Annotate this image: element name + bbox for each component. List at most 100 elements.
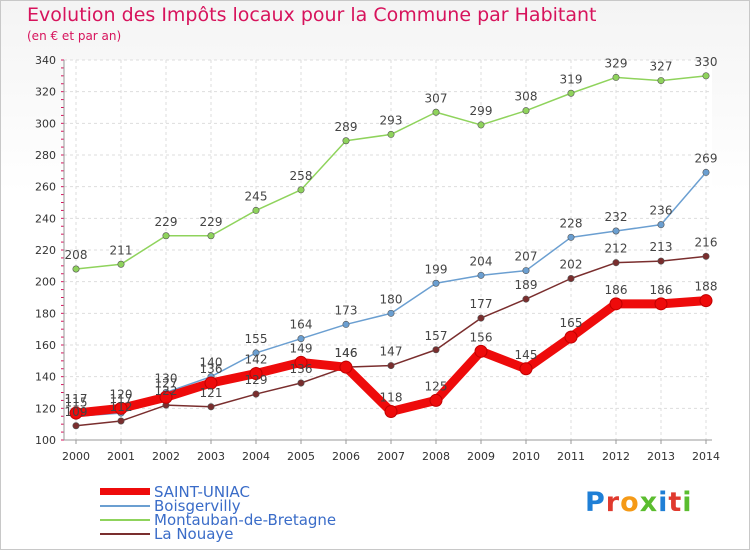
chart-subtitle: (en € et par an) [27, 29, 122, 43]
data-point-boisgervilly [297, 335, 305, 343]
brand-letter: o [620, 487, 640, 518]
data-label-montauban-de-bretagne: 258 [290, 169, 313, 183]
data-point-montauban-de-bretagne [342, 137, 350, 145]
data-point-la-nouaye [297, 379, 305, 387]
data-label-boisgervilly: 173 [335, 303, 358, 317]
data-point-montauban-de-bretagne [477, 121, 485, 129]
data-point-saint-uniac [474, 344, 488, 358]
data-label-la-nouaye: 122 [155, 384, 178, 398]
data-label-montauban-de-bretagne: 307 [425, 91, 448, 105]
data-label-la-nouaye: 136 [290, 362, 313, 376]
legend-swatch-la-nouaye [100, 533, 150, 535]
data-point-montauban-de-bretagne [432, 108, 440, 116]
data-point-montauban-de-bretagne [72, 265, 80, 273]
data-point-saint-uniac [429, 393, 443, 407]
brand-letter: i [682, 487, 693, 518]
legend-label-la-nouaye: La Nouaye [154, 525, 234, 543]
data-point-montauban-de-bretagne [522, 107, 530, 115]
data-point-saint-uniac [159, 390, 173, 404]
y-tick-label: 180 [35, 307, 56, 320]
legend-label-boisgervilly: Boisgervilly [154, 497, 241, 515]
data-label-boisgervilly: 204 [470, 254, 493, 268]
legend-item-montauban: Montauban-de-Bretagne [100, 513, 336, 528]
data-label-boisgervilly: 117 [110, 392, 133, 406]
data-point-saint-uniac [249, 367, 263, 380]
data-label-la-nouaye: 213 [650, 240, 673, 254]
x-tick-label: 2004 [242, 450, 270, 463]
data-label-la-nouaye: 129 [245, 373, 268, 387]
data-point-la-nouaye [567, 274, 575, 282]
y-tick-label: 300 [35, 117, 56, 130]
data-point-la-nouaye [72, 422, 80, 430]
y-tick-label: 140 [35, 371, 56, 384]
data-label-montauban-de-bretagne: 229 [155, 215, 178, 229]
legend: SAINT-UNIAC Boisgervilly Montauban-de-Br… [100, 485, 336, 543]
legend-item-boisgervilly: Boisgervilly [100, 497, 336, 515]
data-point-saint-uniac [654, 297, 668, 311]
data-point-la-nouaye [477, 314, 485, 322]
y-tick-label: 100 [35, 434, 56, 447]
brand-logo: Proxiti [585, 487, 693, 518]
brand-letter: r [605, 487, 621, 518]
x-tick-label: 2011 [557, 450, 585, 463]
x-tick-label: 2002 [152, 450, 180, 463]
data-point-la-nouaye [207, 403, 215, 411]
data-label-montauban-de-bretagne: 308 [515, 90, 538, 104]
data-label-montauban-de-bretagne: 211 [110, 243, 133, 257]
data-point-montauban-de-bretagne [657, 77, 665, 85]
data-point-saint-uniac [384, 405, 398, 418]
data-point-boisgervilly [252, 349, 260, 357]
data-point-boisgervilly [342, 320, 350, 328]
data-point-la-nouaye [252, 390, 260, 398]
data-point-montauban-de-bretagne [252, 206, 260, 214]
data-label-saint-uniac: 142 [245, 353, 268, 367]
brand-letter: i [658, 487, 669, 518]
data-point-montauban-de-bretagne [567, 89, 575, 97]
data-point-boisgervilly [657, 221, 665, 229]
data-label-boisgervilly: 140 [200, 356, 223, 370]
x-tick-label: 2003 [197, 450, 225, 463]
data-label-saint-uniac: 125 [425, 379, 448, 393]
data-point-saint-uniac [339, 360, 353, 374]
data-point-boisgervilly [612, 227, 620, 235]
data-label-montauban-de-bretagne: 208 [65, 248, 88, 262]
data-point-montauban-de-bretagne [387, 130, 395, 138]
data-point-la-nouaye [702, 252, 710, 260]
x-tick-label: 2014 [692, 450, 720, 463]
x-tick-label: 2001 [107, 450, 135, 463]
data-label-la-nouaye: 157 [425, 329, 448, 343]
data-point-boisgervilly [387, 309, 395, 317]
data-point-la-nouaye [432, 346, 440, 354]
data-point-la-nouaye [387, 362, 395, 370]
data-label-saint-uniac: 118 [380, 391, 403, 405]
data-point-montauban-de-bretagne [612, 73, 620, 81]
y-tick-label: 280 [35, 149, 56, 162]
data-label-boisgervilly: 228 [560, 216, 583, 230]
legend-swatch-saint-uniac [100, 488, 150, 495]
brand-letter: P [585, 487, 606, 518]
data-label-saint-uniac: 149 [290, 341, 313, 355]
data-label-boisgervilly: 180 [380, 292, 403, 306]
data-label-saint-uniac: 145 [515, 348, 538, 362]
data-point-boisgervilly [567, 233, 575, 241]
data-label-la-nouaye: 109 [65, 405, 88, 419]
data-point-montauban-de-bretagne [207, 232, 215, 240]
data-label-boisgervilly: 155 [245, 332, 268, 346]
data-label-saint-uniac: 127 [155, 376, 178, 390]
data-label-la-nouaye: 121 [200, 386, 223, 400]
data-label-boisgervilly: 199 [425, 262, 448, 276]
data-label-la-nouaye: 177 [470, 297, 493, 311]
y-tick-label: 200 [35, 276, 56, 289]
data-point-montauban-de-bretagne [117, 260, 125, 268]
chart-title: Evolution des Impôts locaux pour la Comm… [27, 4, 597, 26]
legend-item-saint-uniac: SAINT-UNIAC [100, 485, 336, 500]
data-point-la-nouaye [117, 417, 125, 425]
data-point-montauban-de-bretagne [297, 186, 305, 194]
x-tick-label: 2009 [467, 450, 495, 463]
y-tick-label: 220 [35, 244, 56, 257]
data-label-la-nouaye: 202 [560, 258, 583, 272]
data-label-saint-uniac: 188 [695, 280, 718, 294]
data-point-boisgervilly [477, 271, 485, 279]
x-tick-label: 2012 [602, 450, 630, 463]
legend-swatch-montauban [100, 519, 150, 521]
